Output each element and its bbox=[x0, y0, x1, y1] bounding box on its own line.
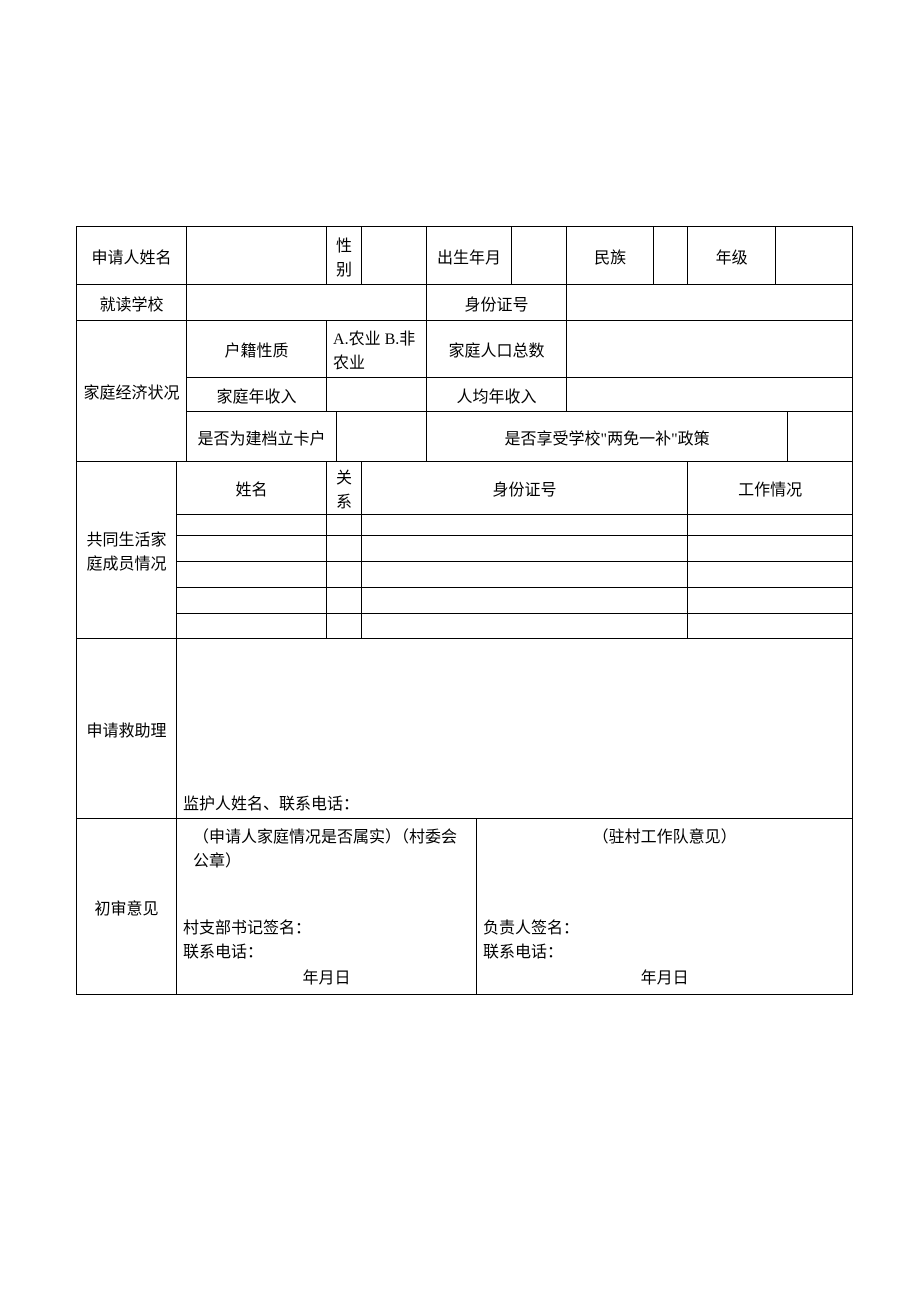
table-row[interactable] bbox=[327, 562, 362, 588]
economic-section-label: 家庭经济状况 bbox=[77, 321, 187, 462]
review-left-top: （申请人家庭情况是否属实）（村委会公章） bbox=[183, 823, 470, 871]
table-row[interactable] bbox=[362, 515, 688, 536]
review-right-sig2: 联系电话： bbox=[483, 938, 579, 962]
grade-label: 年级 bbox=[688, 227, 776, 285]
grade-field[interactable] bbox=[776, 227, 853, 285]
table-row[interactable] bbox=[362, 614, 688, 639]
table-row[interactable] bbox=[688, 588, 853, 614]
table-row[interactable] bbox=[327, 588, 362, 614]
table-row[interactable] bbox=[177, 588, 327, 614]
guardian-line[interactable]: 监护人姓名、联系电话： bbox=[177, 639, 853, 819]
review-right-top: （驻村工作队意见） bbox=[483, 823, 846, 847]
table-row[interactable] bbox=[327, 536, 362, 562]
table-row[interactable] bbox=[177, 562, 327, 588]
applicant-name-label: 申请人姓名 bbox=[77, 227, 187, 285]
application-form-table: 申请人姓名 性别 出生年月 民族 年级 就读学校 身份证号 家庭经济状况 户籍性… bbox=[76, 226, 853, 995]
table-row[interactable] bbox=[177, 515, 327, 536]
family-relation-header: 关系 bbox=[327, 462, 362, 515]
review-left-date: 年月日 bbox=[183, 964, 470, 988]
gender-field[interactable] bbox=[362, 227, 427, 285]
family-name-header: 姓名 bbox=[177, 462, 327, 515]
school-label: 就读学校 bbox=[77, 285, 187, 321]
family-section-label: 共同生活家庭成员情况 bbox=[77, 462, 177, 639]
birth-field[interactable] bbox=[512, 227, 567, 285]
gender-label: 性别 bbox=[327, 227, 362, 285]
table-row[interactable] bbox=[362, 536, 688, 562]
family-work-header: 工作情况 bbox=[688, 462, 853, 515]
school-field[interactable] bbox=[187, 285, 427, 321]
review-right-cell[interactable]: （驻村工作队意见） 负责人签名： 联系电话： 年月日 bbox=[477, 819, 853, 995]
review-left-sig2: 联系电话： bbox=[183, 938, 311, 962]
ethnicity-field[interactable] bbox=[654, 227, 688, 285]
review-right-date: 年月日 bbox=[483, 964, 846, 988]
review-left-cell[interactable]: （申请人家庭情况是否属实）（村委会公章） 村支部书记签名： 联系电话： 年月日 bbox=[177, 819, 477, 995]
family-size-field[interactable] bbox=[567, 321, 853, 378]
applicant-name-field[interactable] bbox=[187, 227, 327, 285]
table-row[interactable] bbox=[327, 614, 362, 639]
table-row[interactable] bbox=[688, 536, 853, 562]
table-row[interactable] bbox=[688, 515, 853, 536]
per-capita-income-label: 人均年收入 bbox=[427, 378, 567, 412]
huji-label: 户籍性质 bbox=[187, 321, 327, 378]
annual-income-field[interactable] bbox=[327, 378, 427, 412]
table-row[interactable] bbox=[362, 588, 688, 614]
per-capita-income-field[interactable] bbox=[567, 378, 853, 412]
assistance-section-label: 申请救助理 bbox=[77, 639, 177, 819]
annual-income-label: 家庭年收入 bbox=[187, 378, 327, 412]
family-id-header: 身份证号 bbox=[362, 462, 688, 515]
table-row[interactable] bbox=[688, 614, 853, 639]
review-right-sig1: 负责人签名： bbox=[483, 914, 579, 938]
table-row[interactable] bbox=[177, 536, 327, 562]
lika-field[interactable] bbox=[337, 412, 427, 462]
review-left-sig1: 村支部书记签名： bbox=[183, 914, 311, 938]
family-size-label: 家庭人口总数 bbox=[427, 321, 567, 378]
birth-label: 出生年月 bbox=[427, 227, 512, 285]
table-row[interactable] bbox=[327, 515, 362, 536]
policy-field[interactable] bbox=[788, 412, 853, 462]
ethnicity-label: 民族 bbox=[567, 227, 654, 285]
huji-options[interactable]: A.农业 B.非农业 bbox=[327, 321, 427, 378]
table-row[interactable] bbox=[362, 562, 688, 588]
table-row[interactable] bbox=[177, 614, 327, 639]
lika-label: 是否为建档立卡户 bbox=[187, 412, 337, 462]
table-row[interactable] bbox=[688, 562, 853, 588]
review-section-label: 初审意见 bbox=[77, 819, 177, 995]
policy-label: 是否享受学校"两免一补"政策 bbox=[427, 412, 788, 462]
id-field[interactable] bbox=[567, 285, 853, 321]
id-label: 身份证号 bbox=[427, 285, 567, 321]
